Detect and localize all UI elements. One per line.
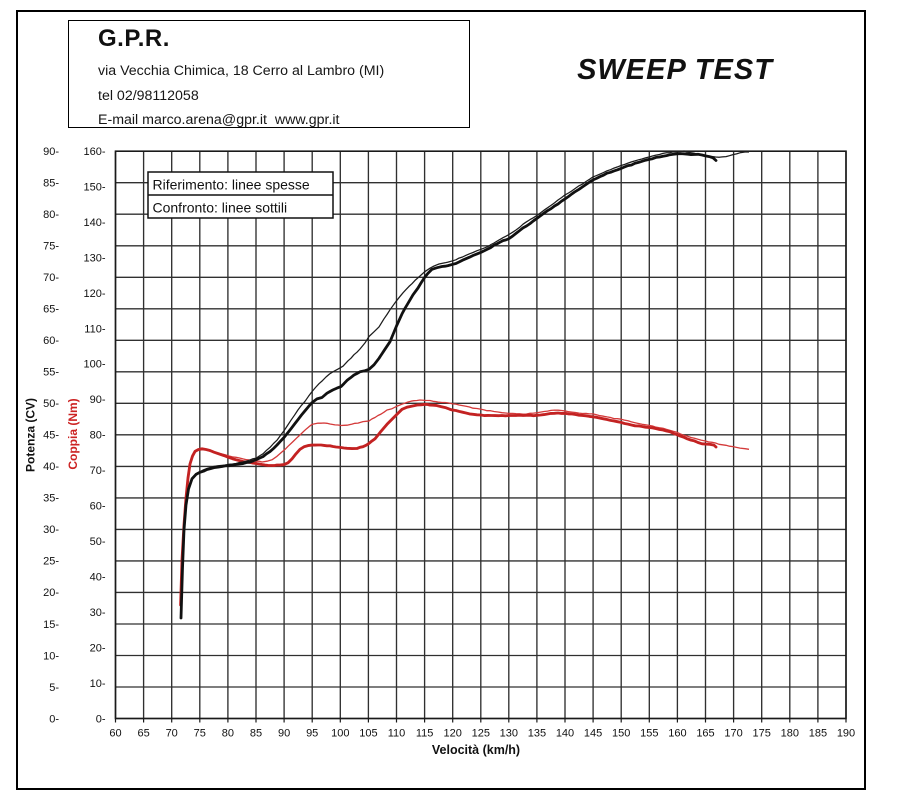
svg-text:130-: 130- [83, 252, 105, 264]
svg-text:135: 135 [528, 728, 546, 740]
svg-text:100: 100 [331, 728, 349, 740]
svg-text:40-: 40- [43, 461, 59, 473]
svg-text:105: 105 [359, 728, 377, 740]
svg-text:75-: 75- [43, 241, 59, 253]
svg-text:185: 185 [809, 728, 827, 740]
svg-text:120-: 120- [83, 288, 105, 300]
svg-text:145: 145 [584, 728, 602, 740]
svg-text:80-: 80- [43, 209, 59, 221]
svg-text:120: 120 [444, 728, 462, 740]
svg-text:190: 190 [837, 728, 855, 740]
svg-text:65: 65 [137, 728, 149, 740]
svg-text:Velocità (km/h): Velocità (km/h) [432, 743, 520, 757]
svg-text:50-: 50- [90, 536, 106, 548]
svg-text:95: 95 [306, 728, 318, 740]
svg-text:10-: 10- [90, 678, 106, 690]
svg-text:155: 155 [640, 728, 658, 740]
svg-text:160-: 160- [83, 146, 105, 158]
svg-text:30-: 30- [90, 607, 106, 619]
svg-text:15-: 15- [43, 619, 59, 631]
svg-text:80-: 80- [90, 430, 106, 442]
svg-text:55-: 55- [43, 367, 59, 379]
svg-text:170: 170 [724, 728, 742, 740]
svg-text:0-: 0- [49, 713, 59, 725]
svg-text:50-: 50- [43, 398, 59, 410]
svg-text:175: 175 [753, 728, 771, 740]
svg-text:115: 115 [416, 728, 434, 740]
svg-text:Potenza (CV): Potenza (CV) [24, 398, 38, 472]
svg-text:10-: 10- [43, 650, 59, 662]
svg-text:165: 165 [696, 728, 714, 740]
svg-text:60: 60 [109, 728, 121, 740]
svg-text:40-: 40- [90, 572, 106, 584]
svg-text:70: 70 [166, 728, 178, 740]
svg-text:90-: 90- [90, 394, 106, 406]
svg-text:85: 85 [250, 728, 262, 740]
svg-text:30-: 30- [43, 524, 59, 536]
svg-text:85-: 85- [43, 178, 59, 190]
svg-text:Riferimento: linee spesse: Riferimento: linee spesse [153, 177, 310, 193]
svg-text:140-: 140- [83, 217, 105, 229]
svg-text:140: 140 [556, 728, 574, 740]
svg-text:65-: 65- [43, 304, 59, 316]
svg-text:150-: 150- [83, 182, 105, 194]
svg-text:90: 90 [278, 728, 290, 740]
svg-text:160: 160 [668, 728, 686, 740]
svg-text:45-: 45- [43, 430, 59, 442]
svg-text:80: 80 [222, 728, 234, 740]
svg-text:Coppia (Nm): Coppia (Nm) [66, 398, 80, 469]
svg-text:0-: 0- [96, 713, 106, 725]
svg-text:20-: 20- [43, 587, 59, 599]
svg-text:20-: 20- [90, 642, 106, 654]
svg-text:90-: 90- [43, 146, 59, 158]
svg-text:Confronto: linee sottili: Confronto: linee sottili [153, 200, 288, 216]
svg-text:25-: 25- [43, 556, 59, 568]
svg-text:110: 110 [388, 728, 406, 740]
svg-text:180: 180 [781, 728, 799, 740]
svg-text:60-: 60- [90, 501, 106, 513]
svg-text:70-: 70- [43, 272, 59, 284]
svg-text:110-: 110- [84, 323, 106, 335]
svg-text:150: 150 [612, 728, 630, 740]
svg-text:75: 75 [194, 728, 206, 740]
svg-text:35-: 35- [43, 493, 59, 505]
svg-text:5-: 5- [49, 682, 59, 694]
svg-text:130: 130 [500, 728, 518, 740]
svg-text:70-: 70- [90, 465, 106, 477]
svg-text:60-: 60- [43, 335, 59, 347]
svg-text:100-: 100- [83, 359, 105, 371]
svg-text:125: 125 [472, 728, 490, 740]
